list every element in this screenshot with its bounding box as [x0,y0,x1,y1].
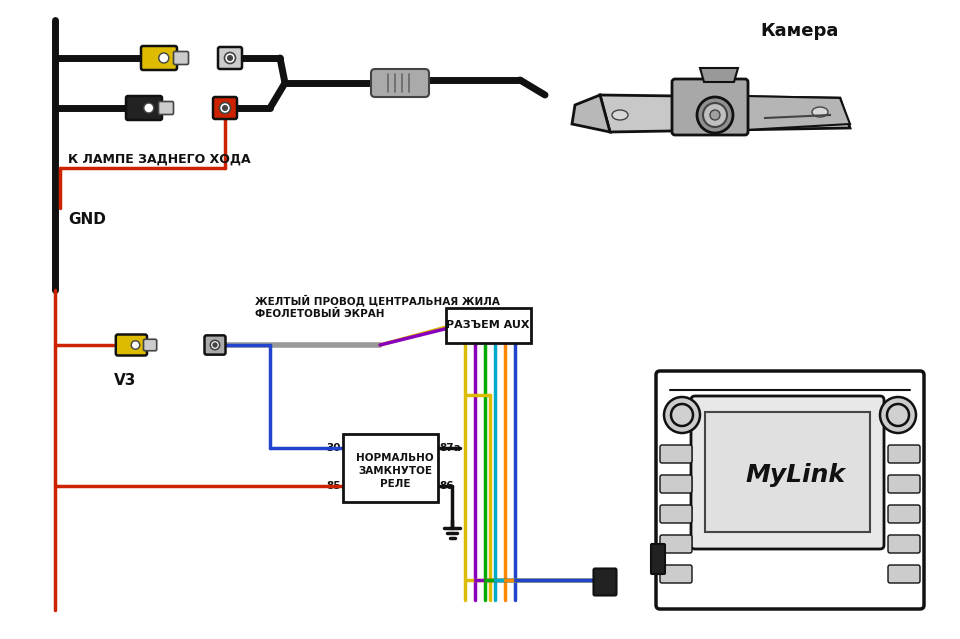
Circle shape [697,97,733,133]
Circle shape [671,404,693,426]
Text: ЗАМКНУТОЕ: ЗАМКНУТОЕ [358,466,432,476]
Circle shape [664,397,700,433]
Circle shape [220,102,230,114]
FancyBboxPatch shape [888,565,920,583]
Circle shape [228,56,232,61]
Text: MyLink: MyLink [745,463,845,487]
FancyBboxPatch shape [888,535,920,553]
FancyBboxPatch shape [660,565,692,583]
Circle shape [225,52,235,63]
Circle shape [158,53,169,63]
FancyBboxPatch shape [672,79,748,135]
Circle shape [210,341,220,350]
FancyBboxPatch shape [218,47,242,69]
Text: 86: 86 [439,481,453,491]
FancyBboxPatch shape [888,475,920,493]
FancyBboxPatch shape [174,52,188,65]
FancyBboxPatch shape [213,97,237,119]
FancyBboxPatch shape [158,102,174,114]
Text: GND: GND [68,212,106,227]
Text: НОРМАЛЬНО: НОРМАЛЬНО [356,453,434,463]
Text: Камера: Камера [761,22,839,40]
Circle shape [132,341,140,350]
Polygon shape [572,95,610,132]
Circle shape [703,103,727,127]
FancyBboxPatch shape [126,96,162,120]
Text: 85: 85 [326,481,341,491]
Text: 87а: 87а [439,443,461,453]
FancyBboxPatch shape [143,339,156,351]
FancyBboxPatch shape [656,371,924,609]
FancyBboxPatch shape [593,569,616,596]
FancyBboxPatch shape [888,445,920,463]
Circle shape [887,404,909,426]
Text: ЖЕЛТЫЙ ПРОВОД ЦЕНТРАЛЬНАЯ ЖИЛА: ЖЕЛТЫЙ ПРОВОД ЦЕНТРАЛЬНАЯ ЖИЛА [255,294,500,306]
Ellipse shape [812,107,828,117]
Polygon shape [745,96,850,130]
FancyBboxPatch shape [116,334,147,355]
Text: РАЗЪЕМ AUX: РАЗЪЕМ AUX [446,320,530,330]
FancyBboxPatch shape [141,46,177,70]
Text: 30: 30 [326,443,341,453]
FancyBboxPatch shape [660,475,692,493]
Bar [705,412,870,532]
FancyBboxPatch shape [888,505,920,523]
FancyBboxPatch shape [651,544,665,574]
Ellipse shape [612,110,628,120]
Polygon shape [700,68,738,82]
Circle shape [880,397,916,433]
Bar [343,434,438,502]
Text: ФЕОЛЕТОВЫЙ ЭКРАН: ФЕОЛЕТОВЫЙ ЭКРАН [255,309,385,319]
Circle shape [213,343,217,347]
Text: К ЛАМПЕ ЗАДНЕГО ХОДА: К ЛАМПЕ ЗАДНЕГО ХОДА [68,153,251,166]
Circle shape [223,105,228,111]
FancyBboxPatch shape [691,396,884,549]
Text: РЕЛЕ: РЕЛЕ [380,479,410,489]
Text: V3: V3 [114,373,136,388]
FancyBboxPatch shape [204,335,226,355]
Bar [445,307,531,343]
Polygon shape [600,95,850,132]
FancyBboxPatch shape [660,505,692,523]
FancyBboxPatch shape [660,445,692,463]
FancyBboxPatch shape [371,69,429,97]
Circle shape [710,110,720,120]
FancyBboxPatch shape [660,535,692,553]
Circle shape [144,103,154,113]
